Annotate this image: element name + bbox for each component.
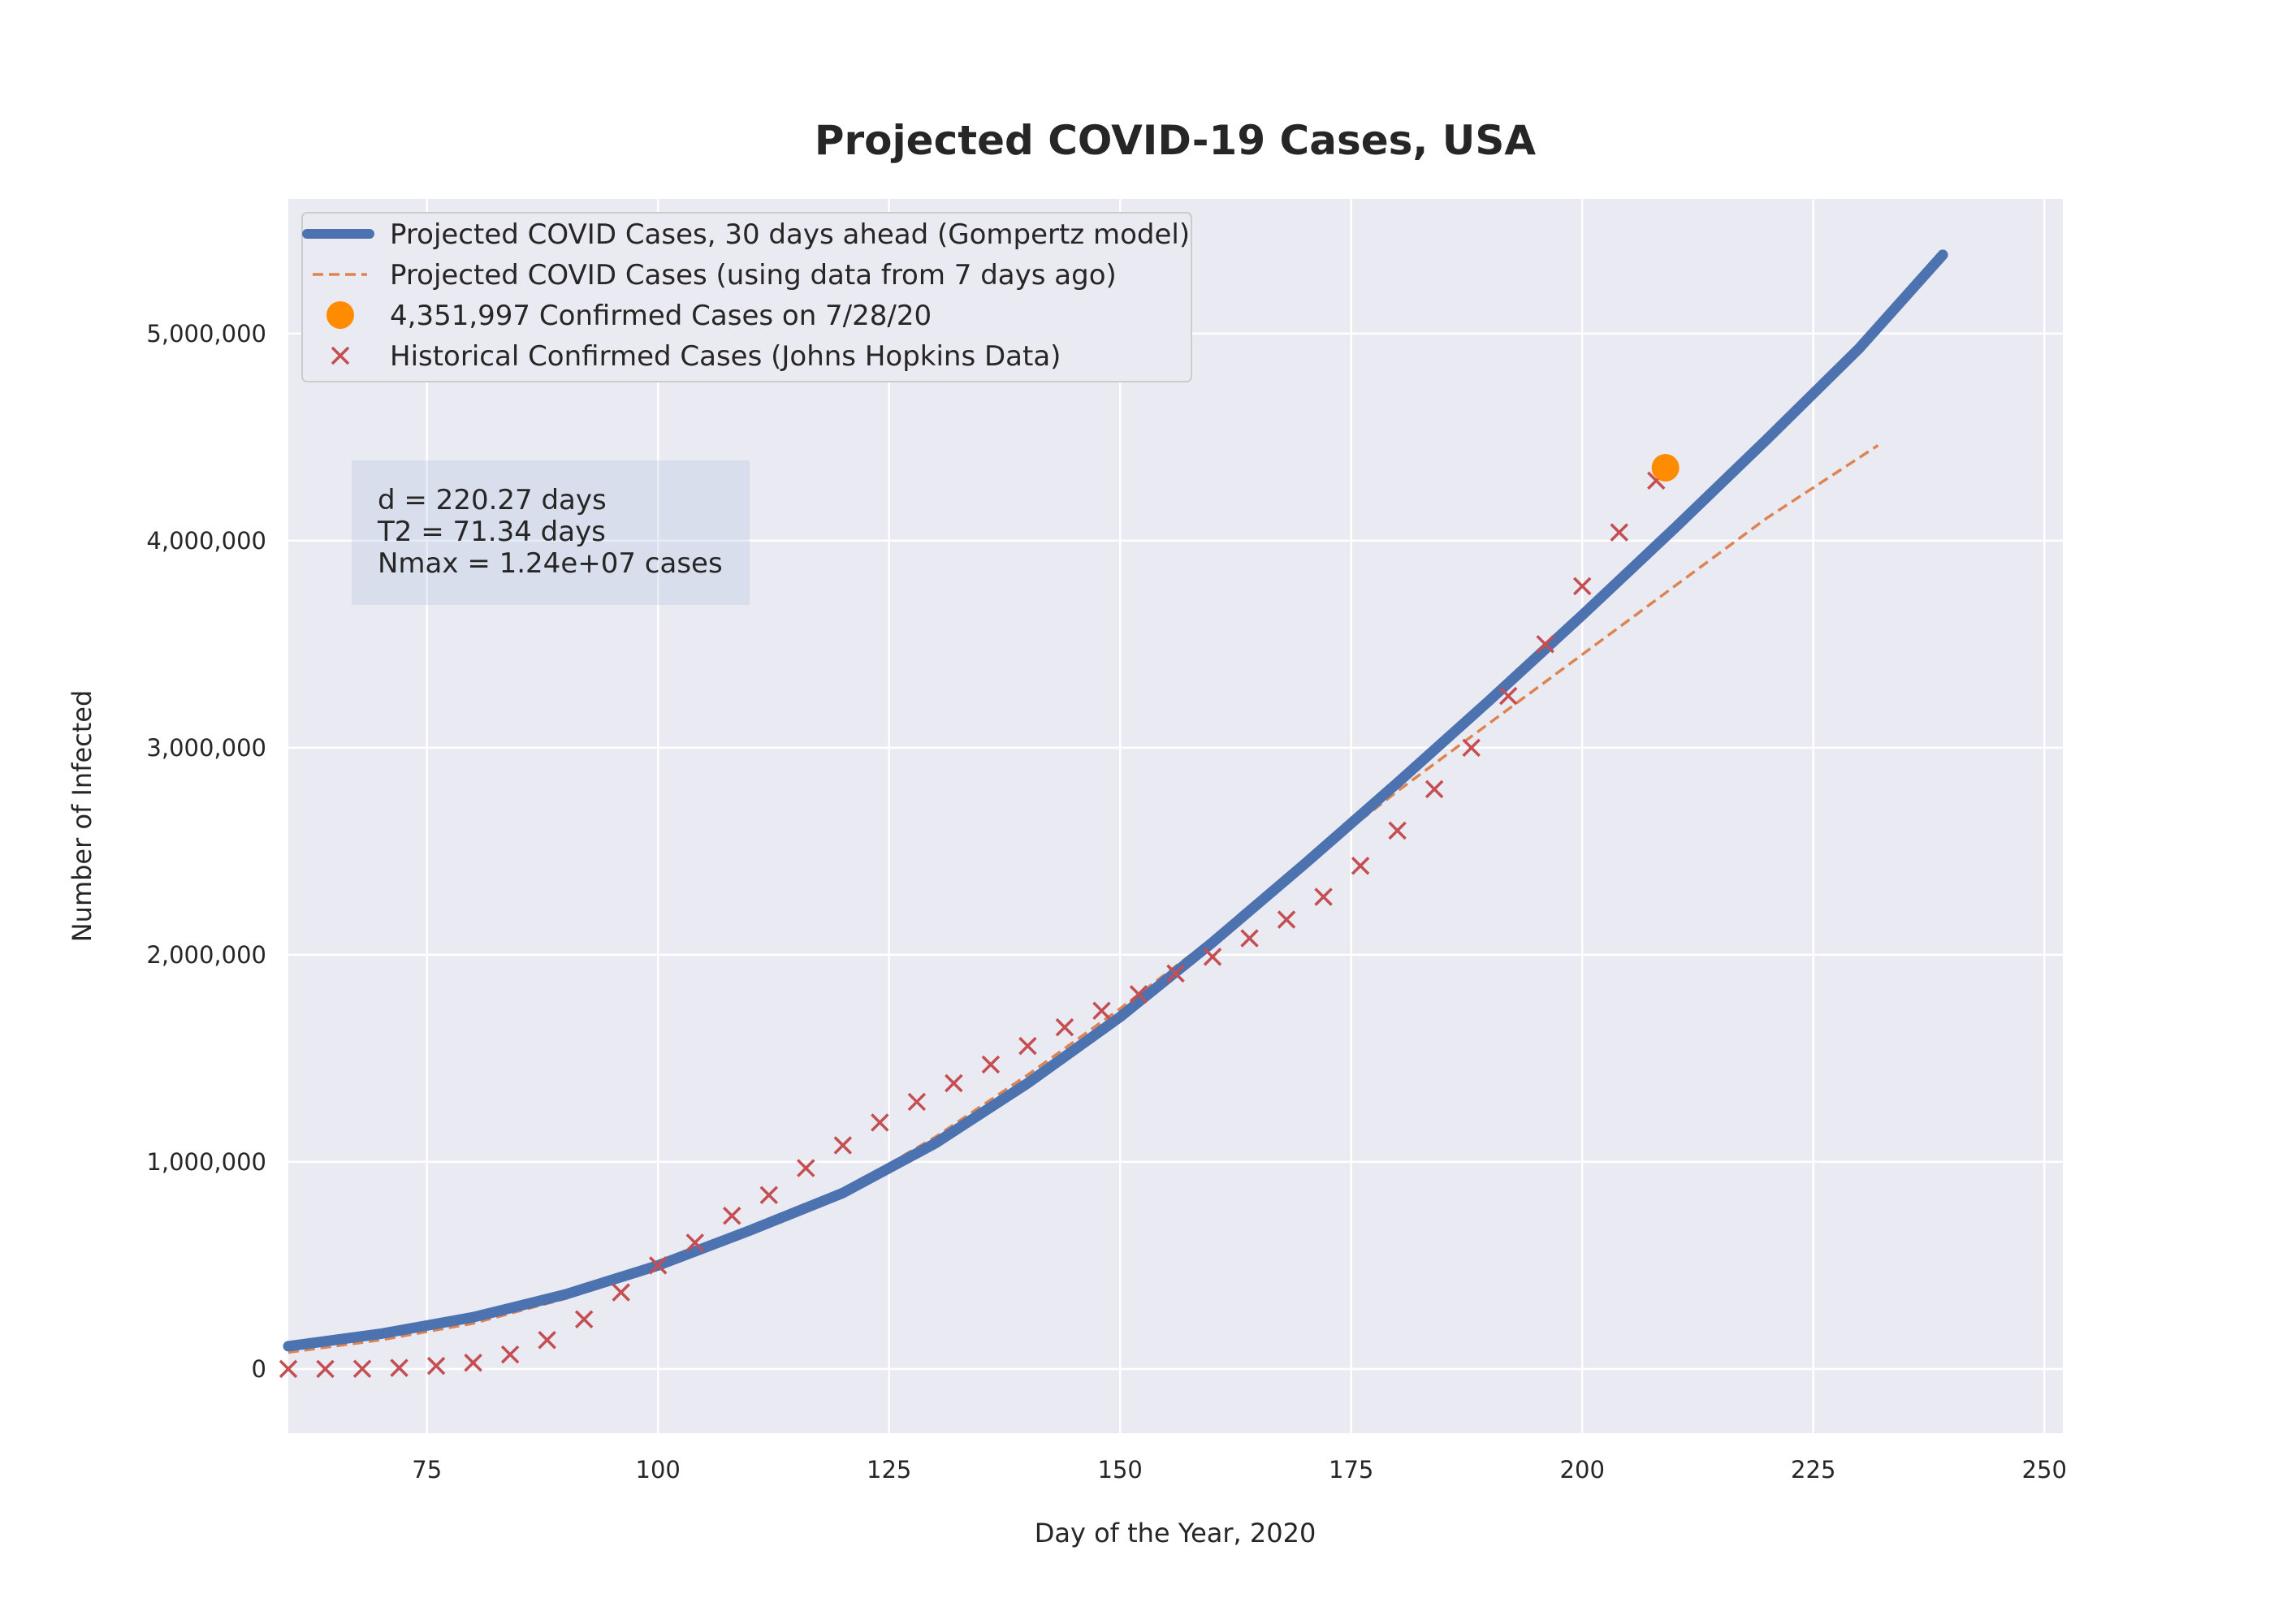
legend-label-projection: Projected COVID Cases (using data from 7…	[390, 259, 1117, 292]
y-tick-label: 2,000,000	[146, 941, 266, 969]
historical-case-marker	[1129, 985, 1148, 1004]
historical-case-marker	[1388, 821, 1407, 840]
historical-case-marker	[1536, 635, 1554, 654]
y-tick-label: 0	[252, 1355, 266, 1383]
historical-case-marker	[685, 1233, 704, 1252]
y-tick-label: 4,000,000	[146, 527, 266, 555]
y-tick-label: 1,000,000	[146, 1148, 266, 1176]
x-tick-label: 200	[1560, 1456, 1605, 1484]
historical-case-marker	[1314, 888, 1333, 906]
x-tick-label: 225	[1791, 1456, 1835, 1484]
historical-case-marker	[464, 1354, 482, 1372]
x-tick-label: 250	[2022, 1456, 2067, 1484]
stats-doubling-time: T2 = 71.34 days	[377, 516, 606, 548]
historical-case-marker	[1092, 1001, 1111, 1020]
historical-case-marker	[390, 1358, 409, 1377]
historical-case-marker	[1277, 910, 1296, 929]
historical-case-marker	[981, 1055, 1001, 1074]
historical-case-marker	[1498, 686, 1518, 706]
x-tick-label: 150	[1098, 1456, 1143, 1484]
chart-title: Projected COVID-19 Cases, USA	[815, 117, 1537, 164]
stats-box-background	[352, 460, 750, 605]
historical-case-marker	[1610, 523, 1628, 542]
historical-case-marker	[1572, 577, 1592, 596]
historical-case-marker	[759, 1186, 779, 1204]
legend: Projected COVID Cases, 30 days ahead (Go…	[301, 212, 1192, 382]
historical-case-marker	[1166, 964, 1185, 983]
plot-background	[288, 199, 2063, 1433]
historical-case-marker	[833, 1136, 853, 1155]
historical-case-marker	[1462, 738, 1481, 758]
y-axis-label: Number of Infected	[67, 690, 97, 943]
historical-case-marker	[1351, 856, 1370, 875]
historical-case-marker	[1424, 780, 1444, 799]
legend-swatch-latest	[326, 301, 354, 329]
stats-doubling-day: d = 220.27 days	[378, 484, 607, 516]
historical-case-marker	[316, 1359, 335, 1379]
y-tick-label: 3,000,000	[146, 734, 266, 762]
historical-case-marker	[723, 1206, 741, 1225]
legend-label-latest: 4,351,997 Confirmed Cases on 7/28/20	[390, 300, 932, 332]
historical-case-marker	[279, 1359, 298, 1379]
historical-case-marker	[797, 1159, 815, 1177]
historical-case-marker	[1240, 929, 1259, 948]
historical-case-marker	[1203, 948, 1222, 966]
x-tick-label: 75	[412, 1456, 442, 1484]
historical-case-marker	[1018, 1036, 1037, 1056]
historical-case-marker	[612, 1283, 630, 1302]
gompertz-projection-line	[283, 249, 1948, 1352]
plot-series	[279, 249, 1948, 1379]
historical-case-marker	[648, 1256, 668, 1275]
y-tick-label: 5,000,000	[146, 320, 266, 348]
x-axis-label: Day of the Year, 2020	[1035, 1518, 1316, 1548]
historical-case-marker	[945, 1073, 963, 1093]
historical-case-marker	[538, 1330, 556, 1350]
historical-case-marker	[426, 1356, 446, 1376]
legend-swatch-historical	[331, 346, 350, 365]
historical-case-marker	[500, 1345, 520, 1364]
stats-max-cases: Nmax = 1.24e+07 cases	[378, 547, 723, 580]
x-tick-label: 125	[867, 1456, 911, 1484]
legend-label-historical: Historical Confirmed Cases (Johns Hopkin…	[390, 340, 1061, 373]
legend-frame	[301, 212, 1192, 382]
historical-case-marker	[1055, 1017, 1074, 1037]
x-tick-label: 100	[636, 1456, 681, 1484]
historical-case-marker	[907, 1092, 927, 1112]
tick-labels: 75 100 125 150 175 200 225 250 0 1,000,000 2,000,0…	[146, 320, 2067, 1484]
historical-case-marker	[574, 1310, 594, 1328]
stats-box: d = 220.27 days T2 = 71.34 days Nmax = 1…	[352, 460, 750, 605]
historical-case-marker	[352, 1359, 372, 1378]
latest-confirmed-marker	[1651, 454, 1680, 482]
historical-case-marker	[871, 1113, 889, 1132]
legend-label-gompertz: Projected COVID Cases, 30 days ahead (Go…	[390, 218, 1190, 251]
x-tick-label: 175	[1329, 1456, 1373, 1484]
